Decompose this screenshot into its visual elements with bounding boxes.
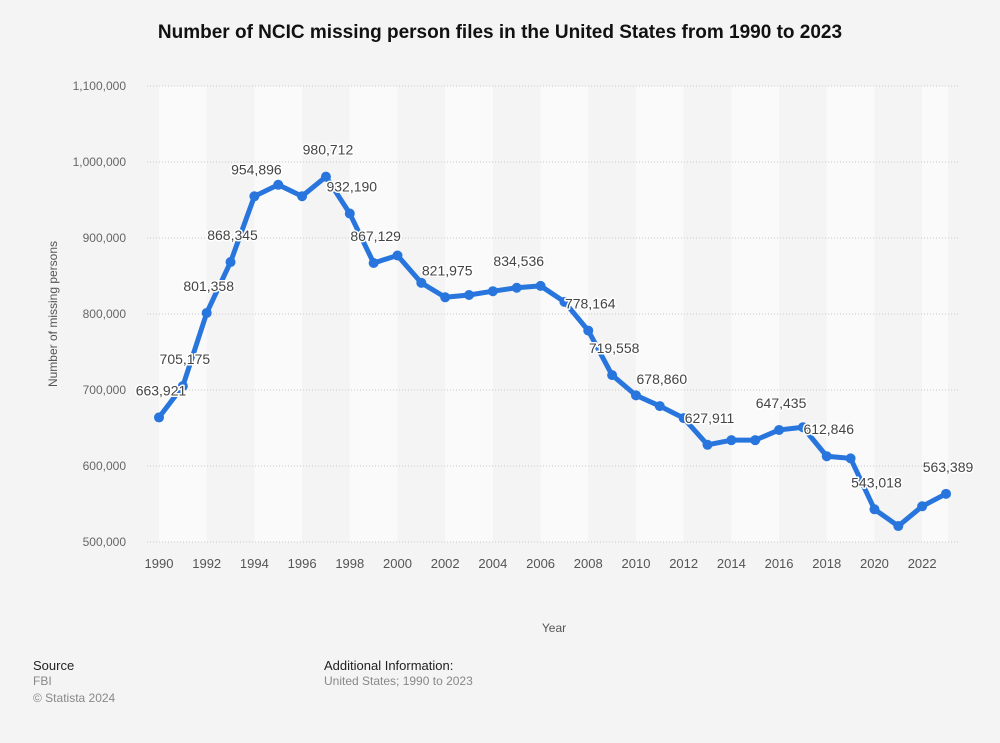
background-band [922,86,948,542]
line-chart: 500,000 600,000 700,000 800,000 900,000 1,000… [46,79,975,635]
data-label: 563,389 [923,459,974,475]
x-tick-label: 2004 [478,556,507,571]
data-point [464,290,475,300]
data-point [774,424,785,435]
data-label: 954,896 [231,161,282,177]
data-point [511,282,522,293]
data-label: 980,712 [303,142,354,158]
data-point [726,435,737,446]
data-point [392,250,403,261]
data-point [654,401,665,412]
data-label: 705,175 [160,351,211,367]
data-point [678,413,689,424]
data-point [821,451,832,462]
data-point [583,325,594,336]
data-label: 612,846 [803,421,854,437]
x-tick-label: 2018 [812,556,841,571]
x-tick-label: 2014 [717,556,746,571]
y-tick-label: 1,000,000 [73,155,127,169]
x-tick-label: 2010 [622,556,651,571]
data-label: 543,018 [851,474,902,490]
x-tick-label: 2016 [765,556,794,571]
data-point [535,280,546,291]
data-point [273,179,284,190]
data-point [559,296,570,307]
copyright: © Statista 2024 [33,691,116,705]
x-tick-label: 2000 [383,556,412,571]
data-point [941,488,951,499]
background-band [159,86,207,542]
data-point [368,257,379,268]
background-band [635,86,684,542]
data-point [607,370,618,381]
data-point [917,501,928,512]
x-tick-label: 1992 [192,556,221,571]
data-point [797,422,808,433]
y-tick-label: 1,100,000 [73,79,127,93]
data-point [869,504,880,515]
source-heading: Source [33,658,75,673]
data-point [344,208,355,219]
x-tick-label: 2012 [669,556,698,571]
data-point [154,412,164,423]
x-tick-label: 1990 [145,556,174,571]
data-point [416,277,427,288]
data-point [750,435,761,446]
background-band [302,86,350,542]
x-tick-label: 2002 [431,556,460,571]
x-tick-label: 1998 [335,556,364,571]
data-label: 932,190 [326,179,377,195]
series-line [156,174,949,529]
data-label: 801,358 [183,278,234,294]
data-label: 778,164 [565,296,616,312]
additional-info-heading: Additional Information: [324,658,454,673]
data-point [177,381,188,392]
data-point [487,286,498,297]
source-value: FBI [33,674,52,688]
y-tick-label: 500,000 [83,535,127,549]
y-axis-label: Number of missing persons [46,241,60,387]
data-label: 647,435 [756,395,807,411]
data-point [297,191,308,202]
data-label: 627,911 [685,410,735,426]
data-label: 867,129 [350,228,401,244]
y-tick-label: 600,000 [83,459,127,473]
x-tick-label: 2008 [574,556,603,571]
data-point [249,191,260,202]
x-tick-label: 2022 [908,556,937,571]
data-point [893,521,904,532]
data-point [225,257,236,268]
data-label: 663,921 [136,382,187,398]
y-tick-label: 800,000 [83,307,127,321]
data-label: 719,558 [589,340,640,356]
background-band [779,86,827,542]
data-label: 821,975 [422,262,473,278]
data-point [201,307,212,318]
data-point [845,453,856,464]
data-point [702,439,713,450]
x-tick-label: 1996 [288,556,317,571]
data-point [320,171,331,182]
y-tick-label: 700,000 [83,383,127,397]
data-label: 834,536 [493,253,544,269]
additional-info-block: Additional Information: United States; 1… [324,658,473,690]
data-point [440,292,451,303]
chart-title: Number of NCIC missing person files in t… [157,22,843,43]
x-tick-label: 2006 [526,556,555,571]
data-label: 678,860 [637,371,688,387]
background-band [445,86,493,542]
x-axis-label: Year [542,621,566,635]
y-tick-label: 900,000 [83,231,127,245]
data-label: 868,345 [207,227,258,243]
additional-info-value: United States; 1990 to 2023 [324,674,473,688]
x-tick-label: 2020 [860,556,889,571]
x-tick-label: 1994 [240,556,269,571]
source-block: Source FBI © Statista 2024 [33,658,115,707]
data-point [630,390,641,401]
